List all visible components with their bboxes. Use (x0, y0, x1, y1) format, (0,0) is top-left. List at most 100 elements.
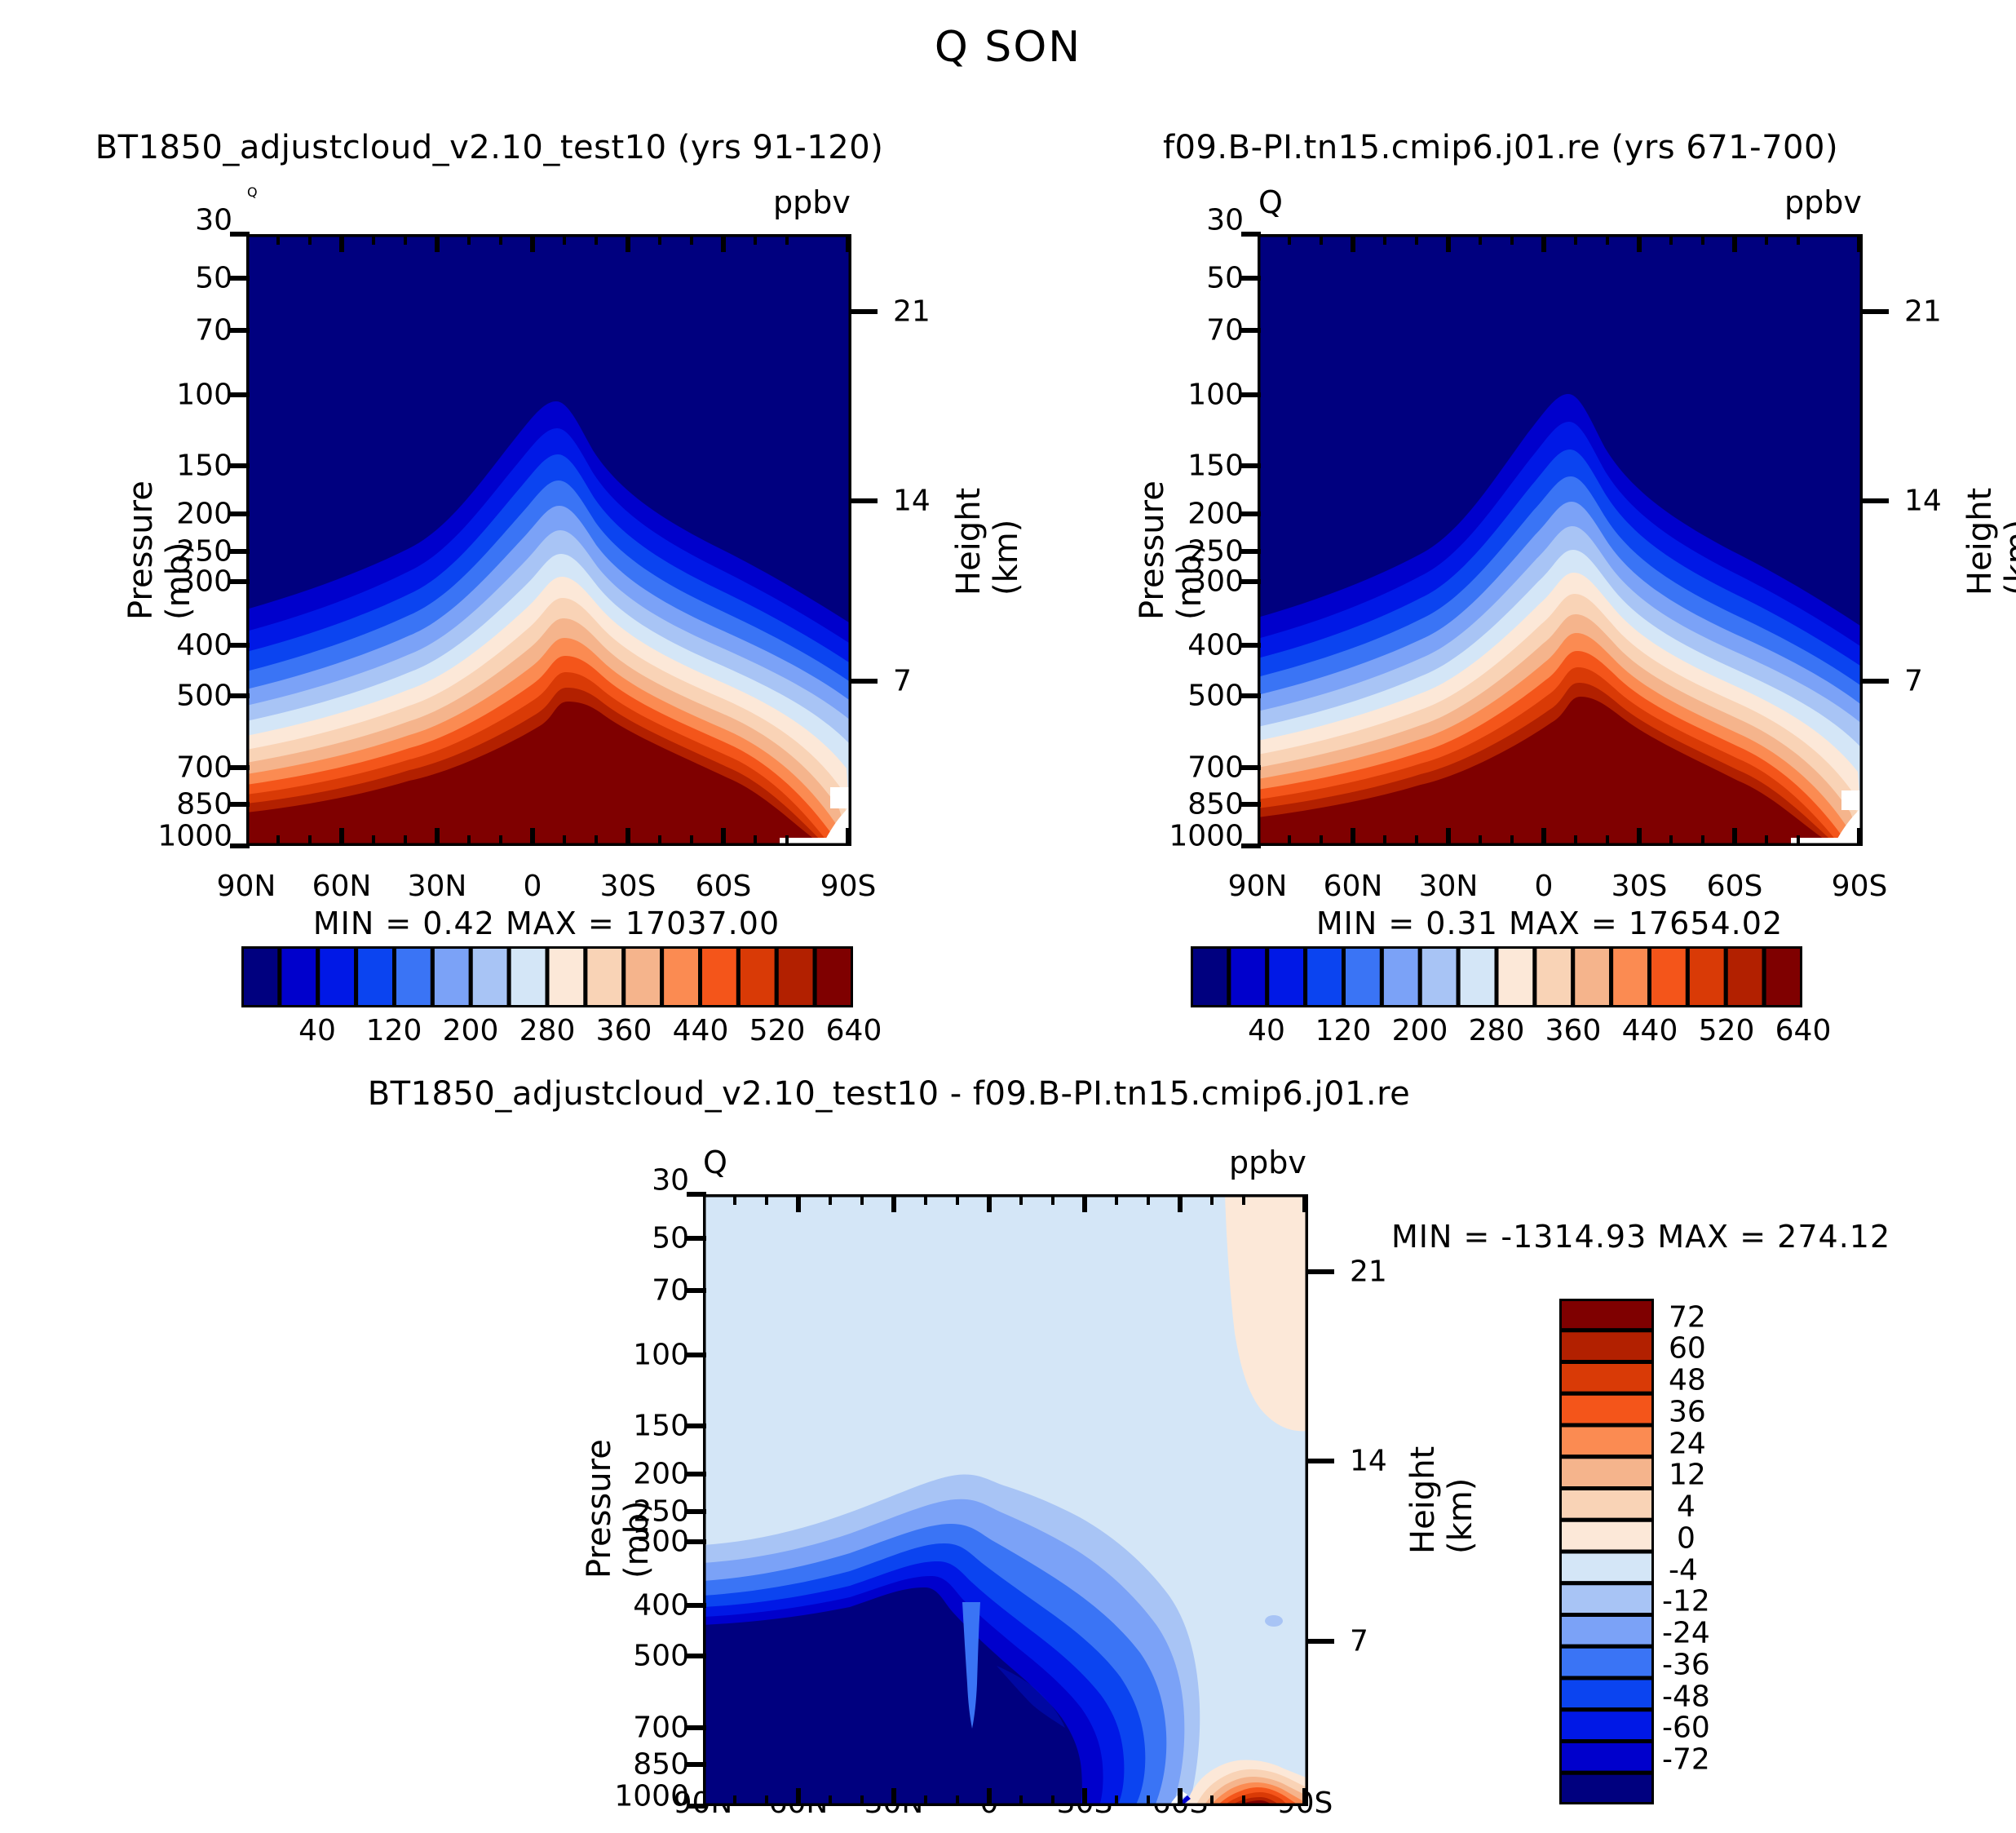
left-y2-axis-title: Height (km) (950, 487, 1025, 596)
colorbar-cell (1559, 1517, 1654, 1554)
diff-colorbar[interactable] (1559, 1299, 1654, 1804)
cbv-36: 36 (1669, 1395, 1706, 1429)
diff-y2-axis-title: Height (km) (1404, 1446, 1479, 1554)
right-units-label: ppbv (1784, 184, 1862, 220)
cbv-48: 48 (1669, 1363, 1706, 1397)
right-xtick-30N: 30N (1418, 870, 1479, 903)
left-xtick-90N: 90N (216, 870, 276, 903)
cb-r-640: 640 (1775, 1014, 1832, 1047)
diff-ytick-400: 400 (633, 1588, 689, 1623)
cbv-60: 60 (1669, 1331, 1706, 1366)
diff-contour-plot[interactable] (703, 1194, 1308, 1806)
colorbar-cell (583, 946, 626, 1007)
left-ytick-400: 400 (176, 628, 232, 662)
right-panel-title: f09.B-PI.tn15.cmip6.j01.re (yrs 671-700) (1162, 129, 1839, 166)
colorbar-cell (392, 946, 435, 1007)
colorbar-cell (277, 946, 321, 1007)
cbv-24: 24 (1669, 1427, 1706, 1461)
right-y2tick-21: 21 (1904, 294, 1942, 329)
right-contour-plot[interactable] (1258, 234, 1863, 846)
colorbar-cell (1559, 1613, 1654, 1649)
left-y2tick-7: 7 (893, 664, 912, 698)
right-ytick-30: 30 (1206, 203, 1244, 237)
right-colorbar[interactable] (1191, 946, 1802, 1007)
colorbar-cell (1494, 946, 1537, 1007)
cbv-72: 72 (1669, 1300, 1706, 1335)
cbv-n72: -72 (1662, 1742, 1710, 1777)
diff-ytick-30: 30 (652, 1163, 689, 1198)
diff-y2tick-7: 7 (1350, 1624, 1368, 1658)
colorbar-cell (736, 946, 779, 1007)
cbv-0: 0 (1677, 1521, 1695, 1556)
colorbar-cell (1559, 1770, 1654, 1804)
cbv-n24: -24 (1662, 1616, 1710, 1650)
right-ytick-200: 200 (1187, 497, 1244, 531)
colorbar-cell (1456, 946, 1499, 1007)
left-colorbar-labels: 40 120 200 280 360 440 520 640 (241, 1014, 882, 1053)
colorbar-cell (1559, 1676, 1654, 1712)
cb-r-440: 440 (1621, 1014, 1678, 1047)
cb-r-120: 120 (1315, 1014, 1372, 1047)
right-y2-ticks (1863, 309, 1889, 684)
cb-r-280: 280 (1468, 1014, 1525, 1047)
colorbar-cell (1379, 946, 1422, 1007)
cbv-n36: -36 (1662, 1648, 1710, 1682)
colorbar-cell (774, 946, 817, 1007)
right-xtick-60N: 60N (1323, 870, 1383, 903)
right-xtick-0: 0 (1534, 870, 1554, 903)
cb-l-360: 360 (595, 1014, 652, 1047)
diff-y-ticks (687, 1192, 706, 1809)
diff-ytick-300: 300 (633, 1525, 689, 1559)
right-y-ticks (1241, 232, 1261, 848)
diff-var-label: Q (703, 1145, 727, 1180)
left-y2tick-14: 14 (893, 484, 931, 518)
left-y2-ticks (851, 309, 878, 684)
cb-r-40: 40 (1248, 1014, 1285, 1047)
cb-l-640: 640 (825, 1014, 882, 1047)
colorbar-cell (1559, 1707, 1654, 1743)
colorbar-cell (1685, 946, 1728, 1007)
colorbar-cell (1559, 1391, 1654, 1428)
right-ytick-70: 70 (1206, 313, 1244, 348)
left-xtick-0: 0 (523, 870, 542, 903)
left-ytick-150: 150 (176, 449, 232, 483)
colorbar-cell (1559, 1549, 1654, 1586)
right-ytick-100: 100 (1187, 378, 1244, 412)
colorbar-cell (1762, 946, 1802, 1007)
colorbar-cell (812, 946, 853, 1007)
right-ytick-1000: 1000 (1169, 819, 1244, 853)
colorbar-cell (1227, 946, 1270, 1007)
colorbar-cell (1559, 1454, 1654, 1490)
diff-ytick-50: 50 (652, 1221, 689, 1255)
right-ytick-150: 150 (1187, 449, 1244, 483)
cbv-n48: -48 (1662, 1680, 1710, 1714)
left-y2tick-21: 21 (893, 294, 931, 329)
colorbar-cell (1559, 1360, 1654, 1396)
left-panel-title: BT1850_adjustcloud_v2.10_test10 (yrs 91-… (95, 129, 884, 166)
colorbar-cell (1559, 1581, 1654, 1617)
right-ytick-250: 250 (1187, 534, 1244, 569)
cb-l-120: 120 (365, 1014, 422, 1047)
diff-y2tick-21: 21 (1350, 1255, 1387, 1289)
diff-ytick-200: 200 (633, 1457, 689, 1491)
left-ytick-70: 70 (195, 313, 232, 348)
right-ytick-400: 400 (1187, 628, 1244, 662)
colorbar-cell (1559, 1299, 1654, 1333)
colorbar-cell (698, 946, 741, 1007)
left-contour-plot[interactable] (246, 234, 851, 846)
cb-r-200: 200 (1391, 1014, 1448, 1047)
left-minmax: MIN = 0.42 MAX = 17037.00 (312, 905, 780, 941)
left-colorbar[interactable] (241, 946, 853, 1007)
colorbar-cell (468, 946, 511, 1007)
colorbar-cell (621, 946, 665, 1007)
cb-l-520: 520 (749, 1014, 806, 1047)
colorbar-cell (316, 946, 359, 1007)
colorbar-cell (1265, 946, 1308, 1007)
cbv-n60: -60 (1662, 1711, 1710, 1745)
colorbar-cell (1532, 946, 1576, 1007)
diff-y2tick-14: 14 (1350, 1444, 1387, 1478)
colorbar-cell (1559, 1328, 1654, 1364)
cb-l-280: 280 (519, 1014, 576, 1047)
right-ytick-50: 50 (1206, 261, 1244, 295)
cb-l-40: 40 (298, 1014, 336, 1047)
